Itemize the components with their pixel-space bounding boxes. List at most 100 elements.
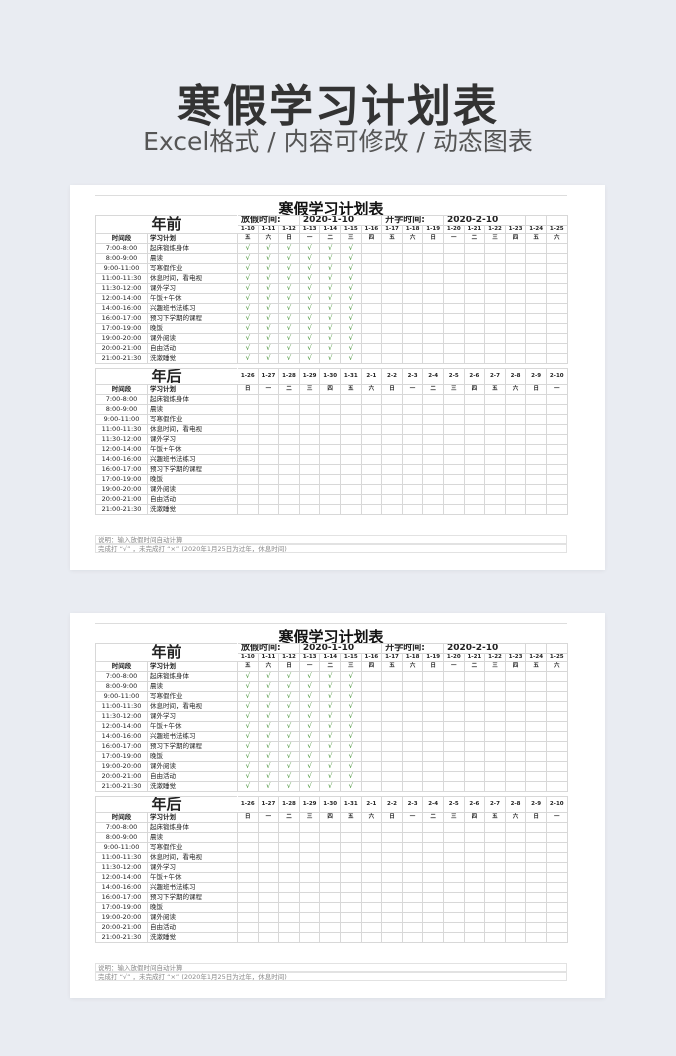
empty-day-cell[interactable]	[484, 253, 506, 264]
empty-day-cell[interactable]	[484, 333, 506, 344]
check-mark-cell[interactable]: √	[340, 701, 362, 712]
empty-day-cell[interactable]	[504, 283, 527, 294]
plan-item[interactable]: 自由活动	[146, 343, 239, 354]
empty-day-cell[interactable]	[401, 902, 424, 913]
empty-day-cell[interactable]	[484, 464, 506, 475]
check-mark-cell[interactable]: √	[257, 731, 280, 742]
plan-item[interactable]: 课外阅读	[146, 761, 239, 772]
empty-day-cell[interactable]	[381, 424, 403, 435]
empty-day-cell[interactable]	[504, 932, 527, 943]
check-mark-cell[interactable]: √	[340, 781, 362, 792]
empty-day-cell[interactable]	[484, 273, 506, 284]
empty-day-cell[interactable]	[525, 394, 547, 405]
empty-day-cell[interactable]	[525, 484, 547, 495]
plan-item[interactable]: 预习下学期的课程	[146, 464, 239, 475]
plan-item[interactable]: 兴趣班书法练习	[146, 882, 239, 893]
check-mark-cell[interactable]: √	[278, 681, 300, 692]
empty-day-cell[interactable]	[401, 504, 424, 515]
empty-day-cell[interactable]	[360, 424, 383, 435]
empty-day-cell[interactable]	[401, 424, 424, 435]
time-slot[interactable]: 11:30-12:00	[95, 283, 148, 294]
empty-day-cell[interactable]	[401, 394, 424, 405]
check-mark-cell[interactable]: √	[319, 323, 341, 334]
check-mark-cell[interactable]: √	[237, 243, 259, 254]
check-mark-cell[interactable]: √	[298, 711, 321, 722]
empty-day-cell[interactable]	[525, 434, 547, 445]
empty-day-cell[interactable]	[484, 353, 506, 364]
empty-day-cell[interactable]	[422, 832, 444, 843]
empty-day-cell[interactable]	[422, 932, 444, 943]
empty-day-cell[interactable]	[360, 701, 383, 712]
empty-day-cell[interactable]	[319, 852, 341, 863]
check-mark-cell[interactable]: √	[237, 681, 259, 692]
empty-day-cell[interactable]	[381, 741, 403, 752]
empty-day-cell[interactable]	[442, 343, 465, 354]
check-mark-cell[interactable]: √	[319, 333, 341, 344]
empty-day-cell[interactable]	[278, 902, 300, 913]
empty-day-cell[interactable]	[401, 892, 424, 903]
empty-day-cell[interactable]	[463, 414, 486, 425]
empty-day-cell[interactable]	[257, 912, 280, 923]
empty-day-cell[interactable]	[278, 394, 300, 405]
empty-day-cell[interactable]	[525, 882, 547, 893]
empty-day-cell[interactable]	[525, 822, 547, 833]
empty-day-cell[interactable]	[504, 333, 527, 344]
empty-day-cell[interactable]	[319, 822, 341, 833]
empty-day-cell[interactable]	[381, 892, 403, 903]
plan-item[interactable]: 写寒假作业	[146, 842, 239, 853]
empty-day-cell[interactable]	[401, 464, 424, 475]
empty-day-cell[interactable]	[339, 822, 362, 833]
empty-day-cell[interactable]	[463, 731, 486, 742]
empty-day-cell[interactable]	[360, 343, 383, 354]
check-mark-cell[interactable]: √	[278, 263, 300, 274]
empty-day-cell[interactable]	[463, 464, 486, 475]
empty-day-cell[interactable]	[422, 882, 444, 893]
check-mark-cell[interactable]: √	[278, 303, 300, 314]
time-slot[interactable]: 16:00-17:00	[95, 313, 148, 324]
check-mark-cell[interactable]: √	[257, 781, 280, 792]
empty-day-cell[interactable]	[545, 832, 568, 843]
time-slot[interactable]: 19:00-20:00	[95, 333, 148, 344]
empty-day-cell[interactable]	[422, 504, 444, 515]
check-mark-cell[interactable]: √	[298, 671, 321, 682]
empty-day-cell[interactable]	[401, 293, 424, 304]
empty-day-cell[interactable]	[278, 862, 300, 873]
empty-day-cell[interactable]	[525, 781, 547, 792]
empty-day-cell[interactable]	[545, 671, 568, 682]
empty-day-cell[interactable]	[237, 902, 259, 913]
empty-day-cell[interactable]	[381, 434, 403, 445]
empty-day-cell[interactable]	[525, 494, 547, 505]
empty-day-cell[interactable]	[339, 892, 362, 903]
plan-item[interactable]: 预习下学期的课程	[146, 741, 239, 752]
plan-item[interactable]: 晚饭	[146, 474, 239, 485]
check-mark-cell[interactable]: √	[278, 721, 300, 732]
empty-day-cell[interactable]	[525, 771, 547, 782]
empty-day-cell[interactable]	[319, 484, 341, 495]
empty-day-cell[interactable]	[381, 504, 403, 515]
empty-day-cell[interactable]	[360, 454, 383, 465]
empty-day-cell[interactable]	[525, 464, 547, 475]
empty-day-cell[interactable]	[422, 283, 444, 294]
empty-day-cell[interactable]	[278, 932, 300, 943]
empty-day-cell[interactable]	[237, 494, 259, 505]
empty-day-cell[interactable]	[484, 504, 506, 515]
empty-day-cell[interactable]	[360, 842, 383, 853]
empty-day-cell[interactable]	[381, 343, 403, 354]
empty-day-cell[interactable]	[525, 892, 547, 903]
empty-day-cell[interactable]	[381, 283, 403, 294]
empty-day-cell[interactable]	[545, 862, 568, 873]
empty-day-cell[interactable]	[484, 444, 506, 455]
empty-day-cell[interactable]	[319, 922, 341, 933]
time-slot[interactable]: 7:00-8:00	[95, 671, 148, 682]
empty-day-cell[interactable]	[545, 323, 568, 334]
empty-day-cell[interactable]	[422, 701, 444, 712]
empty-day-cell[interactable]	[545, 902, 568, 913]
empty-day-cell[interactable]	[360, 323, 383, 334]
check-mark-cell[interactable]: √	[340, 293, 362, 304]
empty-day-cell[interactable]	[504, 394, 527, 405]
plan-item[interactable]: 休息时间，看电视	[146, 852, 239, 863]
empty-day-cell[interactable]	[381, 862, 403, 873]
empty-day-cell[interactable]	[298, 444, 321, 455]
empty-day-cell[interactable]	[504, 253, 527, 264]
check-mark-cell[interactable]: √	[340, 751, 362, 762]
